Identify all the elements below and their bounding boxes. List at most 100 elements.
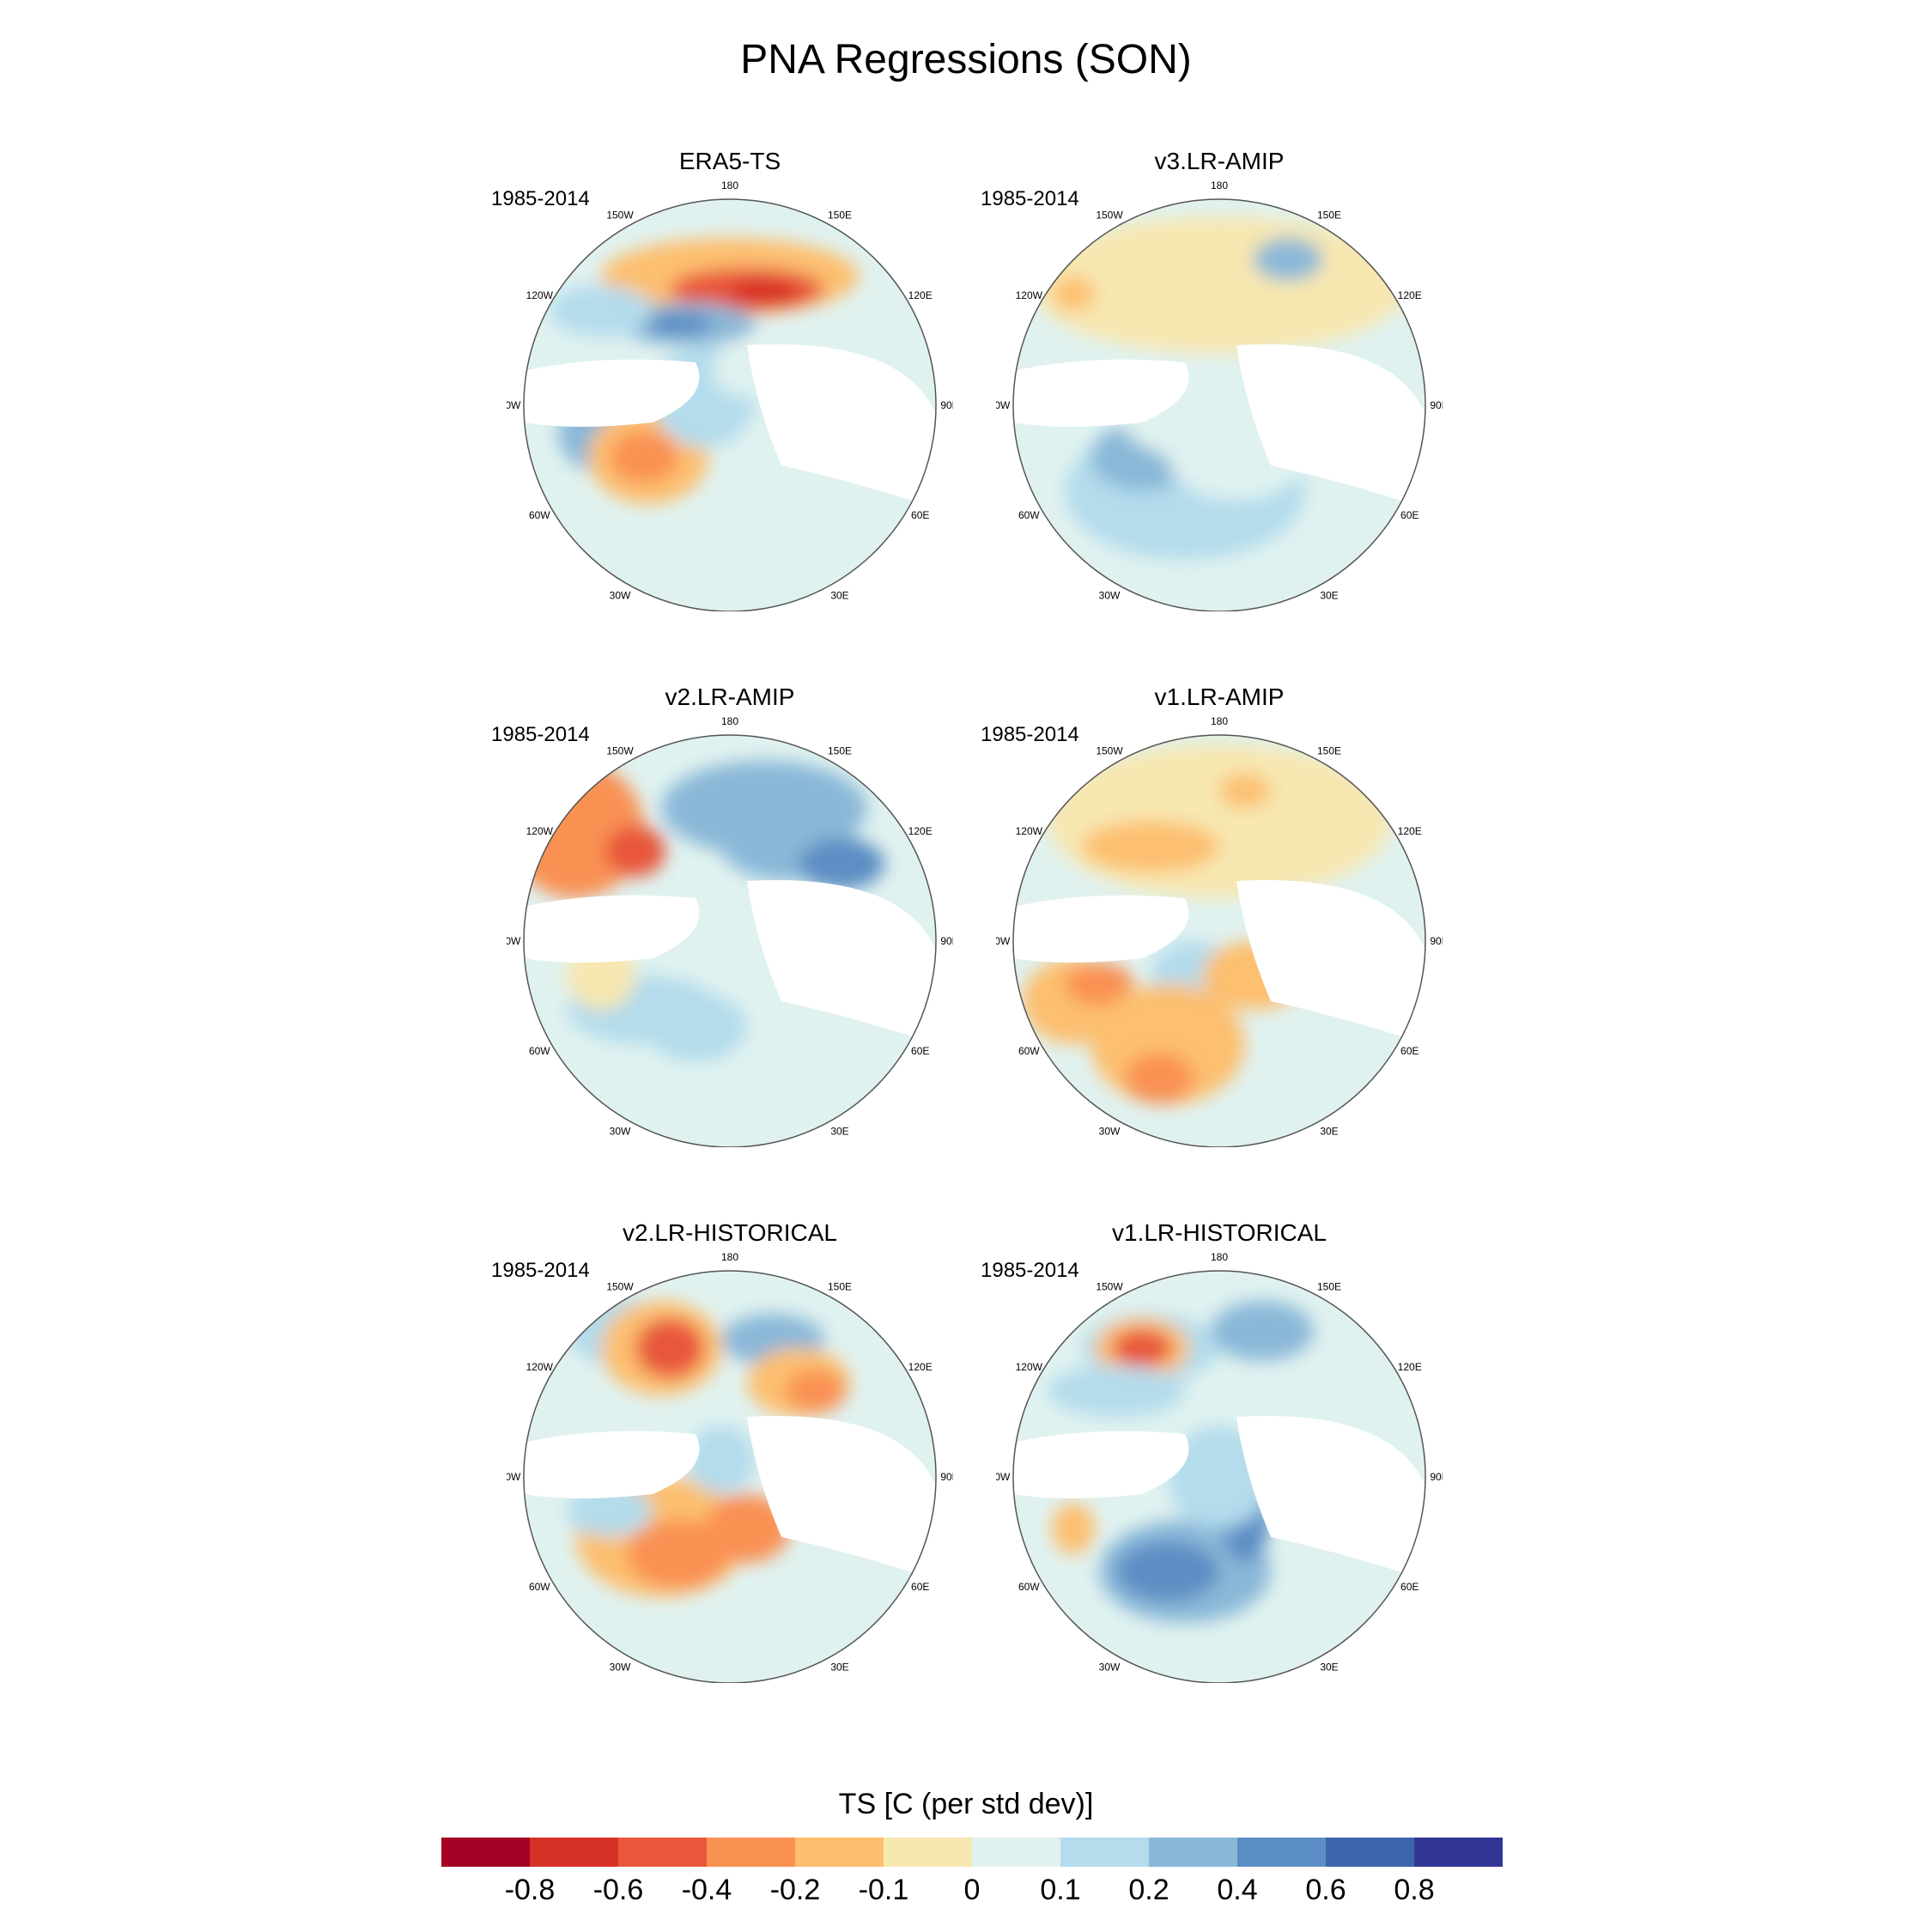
longitude-label: 150E bbox=[828, 1280, 852, 1292]
anomaly-region bbox=[1219, 774, 1271, 808]
longitude-label: 150E bbox=[828, 209, 852, 221]
longitude-label: 90E bbox=[940, 935, 953, 947]
longitude-label: 90E bbox=[1430, 1471, 1443, 1483]
map-panel-era5: ERA5-TS 1985-2014 180150E120E90E60E30E03… bbox=[491, 148, 953, 611]
longitude-label: 60W bbox=[529, 1045, 550, 1057]
colorbar-segment bbox=[972, 1838, 1060, 1867]
longitude-label: 60W bbox=[1018, 509, 1040, 521]
longitude-label: 150W bbox=[606, 1280, 634, 1292]
field-layer bbox=[524, 735, 936, 1147]
anomaly-region bbox=[1112, 1329, 1172, 1367]
longitude-label: 60W bbox=[1018, 1581, 1040, 1593]
anomaly-region bbox=[1254, 238, 1322, 281]
longitude-label: 150E bbox=[1317, 1280, 1341, 1292]
panel-title: v1.LR-HISTORICAL bbox=[1112, 1219, 1327, 1246]
colorbar-tick-label: -0.2 bbox=[769, 1874, 821, 1906]
longitude-label: 90W bbox=[507, 399, 521, 411]
masked-land-north-america bbox=[1013, 895, 1189, 963]
polar-map-v1-historical: 180150E120E90E60E30E030W60W90W120W150W bbox=[996, 1251, 1443, 1683]
panel-years: 1985-2014 bbox=[491, 723, 590, 746]
map-boundary bbox=[523, 198, 937, 611]
longitude-label: 120W bbox=[1016, 1361, 1043, 1373]
longitude-label: 90E bbox=[940, 1471, 953, 1483]
anomaly-region bbox=[605, 825, 665, 877]
longitude-label: 120E bbox=[908, 1361, 933, 1373]
panel-years: 1985-2014 bbox=[981, 723, 1079, 746]
longitude-label: 90W bbox=[507, 1471, 521, 1483]
field-layer bbox=[1013, 199, 1425, 611]
longitude-label: 120E bbox=[908, 825, 933, 837]
longitude-label: 60E bbox=[911, 1581, 929, 1593]
anomaly-region bbox=[1052, 276, 1095, 311]
longitude-label: 180 bbox=[721, 715, 738, 727]
colorbar-segment bbox=[1326, 1838, 1414, 1867]
colorbar-tick-label: -0.4 bbox=[681, 1874, 732, 1906]
colorbar-segment bbox=[530, 1838, 618, 1867]
longitude-label: 150E bbox=[828, 744, 852, 756]
panel-years: 1985-2014 bbox=[981, 187, 1079, 210]
anomaly-region bbox=[1052, 1503, 1095, 1554]
colorbar-segment bbox=[1060, 1838, 1149, 1867]
anomaly-region bbox=[1082, 821, 1219, 872]
masked-land-north-america bbox=[524, 1431, 700, 1498]
colorbar-title: TS [C (per std dev)] bbox=[838, 1788, 1094, 1820]
masked-land-eurasia bbox=[1236, 880, 1425, 1044]
map-boundary bbox=[1012, 734, 1426, 1147]
longitude-label: 180 bbox=[1211, 179, 1228, 191]
longitude-label: 60E bbox=[911, 1045, 929, 1057]
colorbar-tick-label: -0.8 bbox=[504, 1874, 556, 1906]
panel-title: v2.LR-AMIP bbox=[665, 683, 795, 710]
map-boundary bbox=[523, 1270, 937, 1683]
anomaly-region bbox=[550, 285, 653, 337]
longitude-label: 150W bbox=[1096, 209, 1123, 221]
anomaly-region bbox=[1048, 744, 1391, 898]
anomaly-region bbox=[1125, 1053, 1194, 1104]
map-panel-v2-amip: v2.LR-AMIP 1985-2014 180 150E 120E 90E 60E 30… bbox=[491, 683, 953, 1147]
colorbar-segment bbox=[707, 1838, 795, 1867]
longitude-label: 60W bbox=[529, 1581, 550, 1593]
colorbar-tick-label: 0.6 bbox=[1305, 1874, 1346, 1906]
longitude-label: 30W bbox=[1099, 590, 1121, 602]
longitude-label: 60E bbox=[1400, 1581, 1419, 1593]
polar-map-era5: 180150E120E90E60E30E030W60W90W120W150W bbox=[507, 179, 953, 611]
longitude-label: 150W bbox=[606, 744, 634, 756]
figure-title: PNA Regressions (SON) bbox=[740, 37, 1192, 82]
anomaly-region bbox=[1116, 1541, 1219, 1601]
anomaly-region bbox=[1065, 963, 1133, 1005]
longitude-label: 120E bbox=[908, 289, 933, 301]
map-boundary bbox=[1012, 1270, 1426, 1683]
panel-title: v2.LR-HISTORICAL bbox=[623, 1219, 837, 1246]
longitude-label: 90W bbox=[996, 935, 1011, 947]
longitude-label: 30W bbox=[610, 1126, 631, 1138]
anomaly-region bbox=[627, 1520, 730, 1589]
masked-land-eurasia bbox=[1236, 1416, 1425, 1580]
map-panel-v1-amip: v1.LR-AMIP 1985-2014 180 150E 120E 90E 60E 30… bbox=[981, 683, 1443, 1147]
map-panel-v1-historical: v1.LR-HISTORICAL 1985-2014 180 150E 120E 90… bbox=[981, 1219, 1443, 1683]
anomaly-region bbox=[704, 1494, 790, 1563]
longitude-label: 180 bbox=[1211, 715, 1228, 727]
colorbar-segment bbox=[1414, 1838, 1503, 1867]
colorbar-segment bbox=[1149, 1838, 1237, 1867]
longitude-label: 30W bbox=[1099, 1662, 1121, 1674]
longitude-label: 90W bbox=[996, 399, 1011, 411]
field-layer bbox=[524, 1271, 936, 1683]
longitude-label: 30E bbox=[1320, 1662, 1338, 1674]
colorbar-tick-label: -0.6 bbox=[592, 1874, 644, 1906]
longitude-label: 120W bbox=[1016, 825, 1043, 837]
panel-years: 1985-2014 bbox=[981, 1259, 1079, 1282]
masked-land-north-america bbox=[524, 359, 700, 427]
longitude-label: 60E bbox=[1400, 509, 1419, 521]
longitude-label: 30E bbox=[1320, 590, 1338, 602]
longitude-label: 120W bbox=[526, 825, 554, 837]
longitude-label: 120E bbox=[1398, 1361, 1422, 1373]
anomaly-region bbox=[644, 312, 713, 336]
anomaly-region bbox=[799, 838, 884, 890]
colorbar-tick-label: -0.1 bbox=[858, 1874, 909, 1906]
longitude-label: 90W bbox=[996, 1471, 1011, 1483]
longitude-label: 150W bbox=[606, 209, 634, 221]
longitude-label: 150W bbox=[1096, 744, 1123, 756]
map-panel-v2-historical: v2.LR-HISTORICAL 1985-2014 180 150E 120E 90… bbox=[491, 1219, 953, 1683]
masked-land-eurasia bbox=[747, 344, 936, 508]
longitude-label: 60W bbox=[1018, 1045, 1040, 1057]
panel-title: v1.LR-AMIP bbox=[1154, 683, 1285, 710]
